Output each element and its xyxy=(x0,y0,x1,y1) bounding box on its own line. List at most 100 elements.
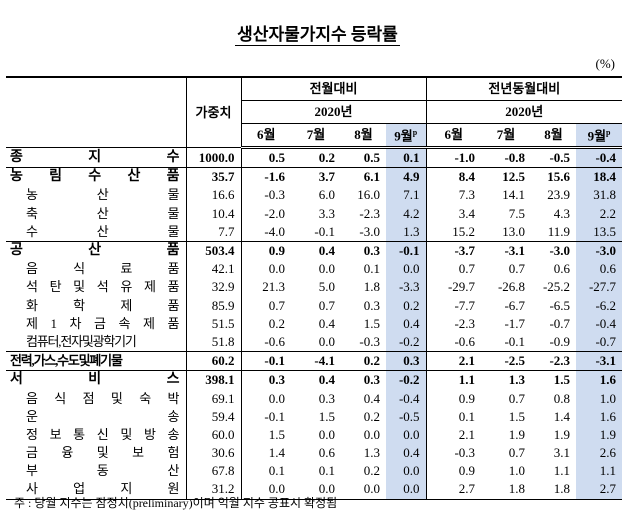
title: 생산자물가지수 등락률 xyxy=(0,20,635,46)
value-cell: 5.0 xyxy=(318,279,335,295)
value-cell: 1.5 xyxy=(531,370,577,390)
value-cell: 0.4 xyxy=(386,444,427,463)
value-cell: 1.5 xyxy=(363,315,380,331)
value-cell: 2.1 xyxy=(425,351,482,371)
value-cell: 0.8 xyxy=(553,390,571,406)
row-label: 운 송 xyxy=(26,408,180,424)
row-label: 제 1 차 금 속 제 품 xyxy=(26,315,180,331)
value-cell: 2.1 xyxy=(425,425,482,444)
item-row: 사 업 지 원 31.2 0.0 0.0 0.0 0.0 2.7 1.8 1.8 2.7 xyxy=(6,480,623,500)
weight-cell: 32.9 xyxy=(185,278,241,297)
value-cell: 13.0 xyxy=(502,223,526,239)
item-row: 석 탄 및 석 유 제 품 32.9 21.3 5.0 1.8 -3.3 -29.7 -26.… xyxy=(6,278,623,297)
value-cell: -0.5 xyxy=(531,146,577,168)
row-label: 사 업 지 원 xyxy=(6,480,186,500)
value-cell: -1.6 xyxy=(240,167,291,187)
group-row: 종 지 수 1000.0 0.5 0.2 0.5 0.1 -1.0 -0.8 -0.5 -0.4 xyxy=(6,146,623,168)
value-cell: 15.6 xyxy=(531,167,577,187)
value-cell: -3.3 xyxy=(386,278,427,297)
row-label: 음 식 점 및 숙 박 xyxy=(26,390,180,406)
footnote: 주 : 당월 지수는 잠정치(preliminary)이며 익월 지수 공표시 … xyxy=(14,496,338,510)
row-label: 금 융 및 보 험 xyxy=(26,445,180,461)
value-cell: 4.3 xyxy=(553,205,571,221)
row-label: 음 식 료 품 xyxy=(26,261,180,277)
value-cell: -6.5 xyxy=(549,297,571,313)
value-cell: 1.0 xyxy=(576,389,623,408)
value-cell: 21.3 xyxy=(240,278,291,297)
value-cell: 0.7 xyxy=(240,296,291,315)
value-cell: 0.0 xyxy=(318,333,335,349)
row-label: 서 비 스 xyxy=(6,370,186,390)
row-label: 축 산 물 xyxy=(26,205,180,221)
value-cell: -2.0 xyxy=(240,204,291,223)
value-cell: 31.8 xyxy=(576,186,623,205)
value-cell: 1.3 xyxy=(386,222,427,242)
unit: (%) xyxy=(595,56,616,71)
value-cell: -0.1 xyxy=(240,407,291,426)
value-cell: 0.5 xyxy=(240,146,291,168)
value-cell: 11.9 xyxy=(547,223,571,239)
value-cell: 1.9 xyxy=(576,425,623,444)
item-row: 제 1 차 금 속 제 품 51.5 0.2 0.4 1.5 0.4 -2.3 -1.7 -0.… xyxy=(6,314,623,333)
value-cell: -4.1 xyxy=(291,351,341,371)
value-cell: -3.0 xyxy=(576,240,623,261)
value-cell: -0.5 xyxy=(386,407,427,426)
value-cell: -25.2 xyxy=(542,279,571,295)
value-cell: 0.1 xyxy=(386,146,427,168)
value-cell: -0.6 xyxy=(425,332,482,352)
weight-cell: 398.1 xyxy=(185,370,241,390)
item-row: 축 산 물 10.4 -2.0 3.3 -2.3 4.2 3.4 7.5 4.3 2.2 xyxy=(6,204,623,223)
value-cell: 0.0 xyxy=(240,260,291,279)
value-cell: 1.4 xyxy=(553,408,571,424)
group-row: 농 림 수 산 품 35.7 -1.6 3.7 6.1 4.9 8.4 12.5 15.6 18.… xyxy=(6,167,623,187)
value-cell: 0.4 xyxy=(363,390,380,406)
block-header: 전년동월대비 xyxy=(425,76,623,101)
year-header: 2020년 xyxy=(425,100,623,124)
value-cell: 1.4 xyxy=(240,444,291,463)
value-cell: 0.2 xyxy=(341,351,386,371)
value-cell: -27.7 xyxy=(576,278,623,297)
title-text: 생산자물가지수 등락률 xyxy=(235,25,400,46)
row-label: 전력,가스,수도및폐기물 xyxy=(6,351,186,371)
value-cell: 1.8 xyxy=(531,480,577,500)
weight-cell: 85.9 xyxy=(185,296,241,315)
weight-cell: 59.4 xyxy=(185,407,241,426)
value-cell: 3.7 xyxy=(291,167,341,187)
table-header: 가중치 전월대비 전년동월대비 2020년 2020년 6월 7월 8월 9월p 6월 7월 8월 9월… xyxy=(6,76,623,149)
value-cell: 0.9 xyxy=(425,389,482,408)
value-cell: -0.9 xyxy=(549,333,571,349)
value-cell: -2.3 xyxy=(359,205,380,221)
value-cell: 0.7 xyxy=(508,445,526,461)
header-row: 6월 7월 8월 9월p 6월 7월 8월 9월p xyxy=(6,123,623,149)
value-cell: -3.0 xyxy=(531,240,577,261)
value-cell: 0.3 xyxy=(363,297,380,313)
value-cell: 0.4 xyxy=(291,240,341,261)
item-row: 음 식 료 품 42.1 0.0 0.0 0.1 0.0 0.7 0.7 0.6 0.6 xyxy=(6,260,623,279)
header-row: 2020년 2020년 xyxy=(6,100,623,124)
value-cell: -1.7 xyxy=(504,315,526,331)
value-cell: 18.4 xyxy=(576,167,623,187)
month-header: 8월 xyxy=(531,123,577,149)
row-label: 농 산 물 xyxy=(26,187,180,203)
provisional-mark: p xyxy=(606,128,611,138)
row-label: 수 산 물 xyxy=(26,223,180,239)
value-cell: -2.3 xyxy=(531,351,577,371)
value-cell: 3.4 xyxy=(425,204,482,223)
month-header: 6월 xyxy=(240,123,291,149)
value-cell: 12.5 xyxy=(481,167,532,187)
value-cell: 0.4 xyxy=(291,370,341,390)
value-cell: -26.8 xyxy=(497,279,526,295)
value-cell: 16.0 xyxy=(357,187,380,203)
value-cell: -3.1 xyxy=(481,240,532,261)
value-cell: 0.0 xyxy=(386,480,427,500)
value-cell: 1.8 xyxy=(363,279,380,295)
value-cell: 0.2 xyxy=(291,146,341,168)
value-cell: -0.1 xyxy=(240,351,291,371)
value-cell: -7.7 xyxy=(425,296,482,315)
weight-cell: 60.0 xyxy=(185,425,241,444)
value-cell: 1.6 xyxy=(576,407,623,426)
item-row: 컴퓨터,전자및광학기기 51.8 -0.6 0.0 -0.3 -0.2 -0.6 -0.1 -0… xyxy=(6,332,623,352)
value-cell: 0.2 xyxy=(363,408,380,424)
item-row: 운 송 59.4 -0.1 1.5 0.2 -0.5 0.1 1.5 1.4 1.6 xyxy=(6,407,623,426)
provisional-mark: p xyxy=(412,128,418,138)
